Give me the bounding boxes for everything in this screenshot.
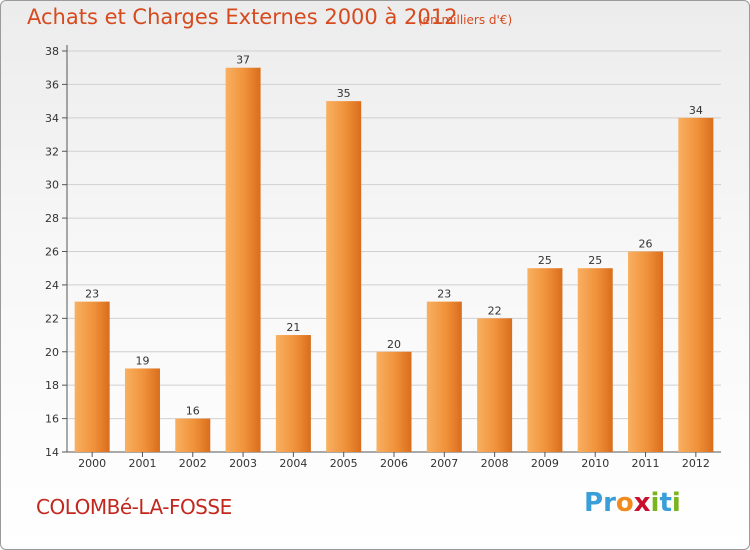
bar-2007: [426, 301, 462, 452]
y-tick-label: 38: [45, 45, 59, 58]
value-label-2003: 37: [236, 54, 250, 67]
y-tick-label: 20: [45, 346, 59, 359]
value-label-2006: 20: [387, 338, 401, 351]
x-tick-label-2008: 2008: [481, 457, 509, 470]
x-axis-ticks: 2000 2001 2002 2003 2004 2005 2006 2007 2008 2009…: [78, 452, 710, 470]
value-label-2009: 25: [538, 254, 552, 267]
y-tick-label: 28: [45, 212, 59, 225]
y-tick-label: 26: [45, 246, 59, 259]
bar-2000: [74, 301, 110, 452]
proxiti-logo[interactable]: Proxiti: [584, 488, 681, 518]
brand-letter: i: [650, 488, 660, 518]
brand-letter: t: [659, 488, 672, 518]
brand-letter: x: [633, 488, 651, 518]
value-label-2010: 25: [588, 254, 602, 267]
value-label-2007: 23: [437, 288, 451, 301]
y-axis-ticks: 14 16 18 20 22 24 26 28 30 32 34 36 38: [45, 45, 67, 459]
y-tick-label: 18: [45, 379, 59, 392]
y-tick-label: 22: [45, 312, 59, 325]
town-name: COLOMBé-LA-FOSSE: [36, 495, 232, 519]
bar-2005: [326, 101, 362, 452]
value-label-2000: 23: [85, 288, 99, 301]
bar-2012: [678, 117, 714, 452]
value-label-2004: 21: [286, 321, 300, 334]
bar-2004: [275, 335, 311, 452]
chart-title: Achats et Charges Externes 2000 à 2012: [27, 5, 458, 29]
y-tick-label: 32: [45, 145, 59, 158]
chart-subtitle: (en milliers d'€): [418, 13, 513, 27]
bar-2010: [577, 268, 613, 452]
bar-2008: [477, 318, 513, 452]
bar-2006: [376, 351, 412, 452]
brand-letter: i: [671, 488, 681, 518]
y-tick-label: 34: [45, 112, 59, 125]
value-label-2002: 16: [186, 405, 200, 418]
bar-2001: [124, 368, 160, 452]
x-tick-label-2001: 2001: [128, 457, 156, 470]
x-tick-label-2004: 2004: [279, 457, 307, 470]
x-tick-label-2007: 2007: [430, 457, 458, 470]
x-tick-label-2010: 2010: [581, 457, 609, 470]
bar-2011: [628, 251, 664, 452]
y-tick-label: 14: [45, 446, 59, 459]
brand-letter: P: [584, 488, 604, 518]
y-tick-label: 24: [45, 279, 59, 292]
value-label-2012: 34: [689, 104, 703, 117]
x-tick-label-2005: 2005: [330, 457, 358, 470]
bar-2009: [527, 268, 563, 452]
x-tick-label-2012: 2012: [682, 457, 710, 470]
value-label-2011: 26: [639, 238, 653, 251]
x-tick-label-2011: 2011: [632, 457, 660, 470]
bar-2003: [225, 67, 261, 452]
x-tick-label-2002: 2002: [179, 457, 207, 470]
x-tick-label-2009: 2009: [531, 457, 559, 470]
x-tick-label-2003: 2003: [229, 457, 257, 470]
bar-2002: [175, 418, 211, 452]
brand-letter: r: [603, 488, 616, 518]
bars: 23 19 16 37 21 35 20 23 22 25 25 26 34: [74, 54, 714, 452]
value-label-2001: 19: [135, 354, 149, 367]
brand-letter: o: [615, 488, 634, 518]
x-tick-label-2000: 2000: [78, 457, 106, 470]
x-tick-label-2006: 2006: [380, 457, 408, 470]
value-label-2005: 35: [337, 87, 351, 100]
y-tick-label: 30: [45, 179, 59, 192]
y-tick-label: 16: [45, 413, 59, 426]
value-label-2008: 22: [488, 304, 502, 317]
y-tick-label: 36: [45, 78, 59, 91]
